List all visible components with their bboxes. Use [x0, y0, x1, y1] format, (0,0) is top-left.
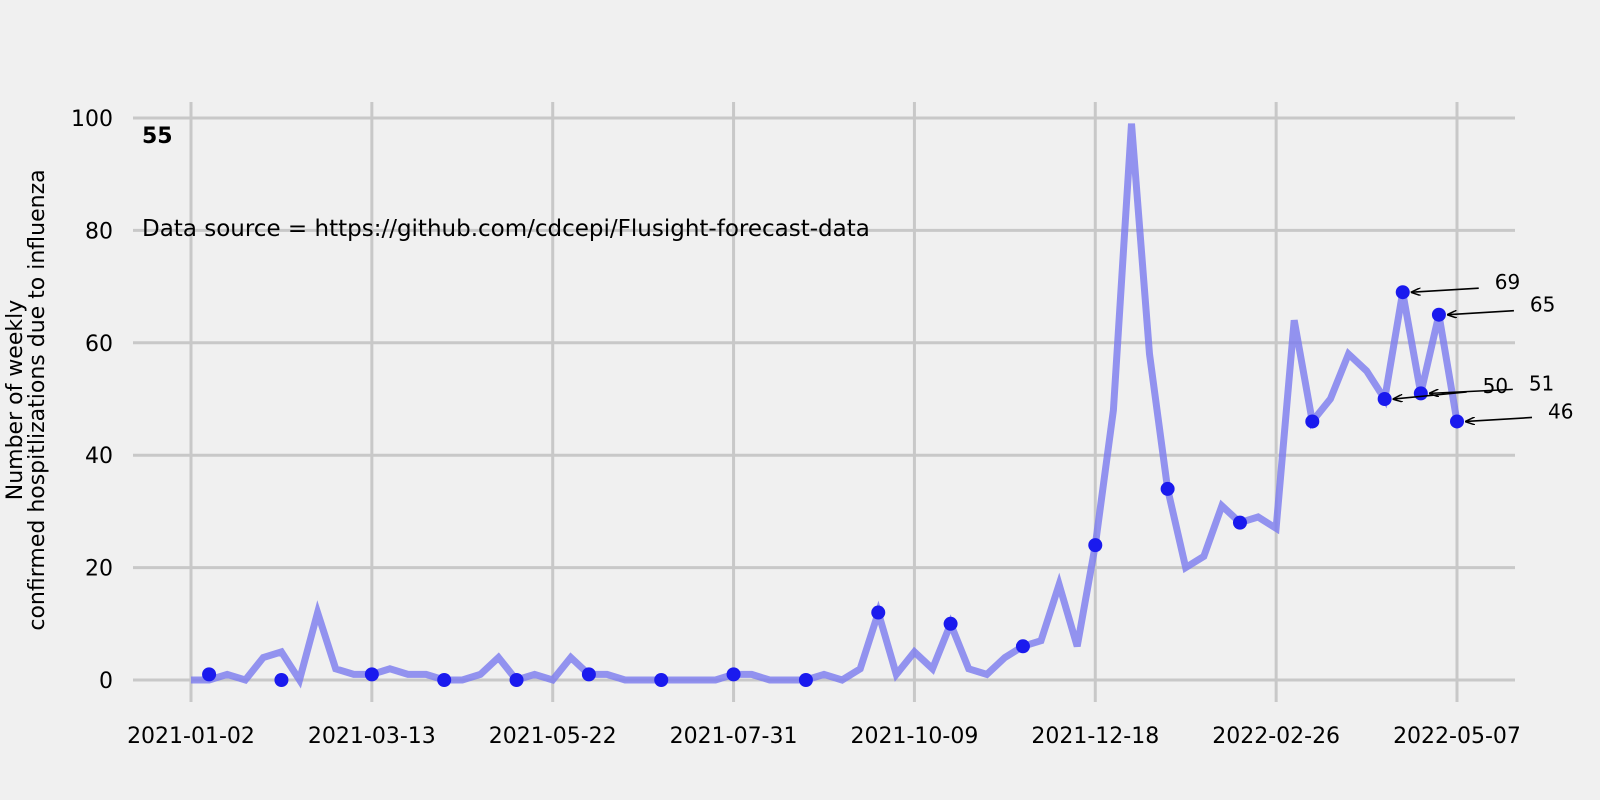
x-tick-label: 2022-02-26 [1212, 724, 1340, 749]
annotation-label: 50 [1483, 374, 1508, 398]
annotation-arrow [1430, 388, 1513, 393]
y-tick-label: 80 [85, 219, 113, 244]
data-source-note: Data source = https://github.com/cdcepi/… [142, 216, 870, 242]
data-point [1377, 392, 1392, 406]
data-point [726, 667, 741, 682]
x-tick-label: 2021-07-31 [670, 724, 798, 749]
data-point [437, 673, 452, 687]
annotation-arrow [1466, 416, 1533, 421]
y-tick-label: 20 [85, 557, 113, 582]
data-point [581, 667, 596, 682]
x-tick-label: 2021-03-13 [308, 724, 436, 749]
data-point [509, 673, 524, 687]
data-point [943, 616, 958, 631]
data-point [1413, 386, 1428, 401]
axes: 0 20 40 60 80 100 2021-01-02 2021-03-13 2021-05-… [71, 107, 1521, 749]
y-tick-label: 0 [99, 669, 113, 694]
y-tick-label: 100 [71, 107, 113, 132]
panel-id: 55 [142, 124, 173, 149]
series-line [191, 123, 1461, 689]
data-point [274, 673, 289, 687]
data-point [364, 667, 379, 682]
annotation-label: 69 [1495, 270, 1520, 294]
data-point [202, 667, 217, 682]
data-point [1305, 414, 1320, 429]
data-point [654, 673, 669, 687]
data-point [1232, 515, 1247, 530]
annotations: 50 69 51 65 46 [1394, 270, 1573, 423]
annotation-arrow [1448, 309, 1514, 315]
data-point [1431, 307, 1446, 322]
x-tick-label: 2021-10-09 [850, 724, 978, 749]
data-point [798, 673, 813, 687]
x-tick-label: 2021-05-22 [489, 724, 617, 749]
annotation-label: 51 [1529, 371, 1554, 395]
y-tick-label: 40 [85, 444, 113, 469]
x-tick-label: 2021-12-18 [1031, 724, 1159, 749]
y-axis-label-line1: Number of weekly [3, 300, 28, 501]
series-line-path [191, 123, 1461, 689]
annotation-label: 46 [1548, 399, 1573, 423]
annotation-arrow [1412, 287, 1479, 292]
data-point [871, 605, 886, 620]
point-markers [202, 285, 1464, 687]
data-point [1088, 538, 1103, 553]
y-axis-label-line2: confirmed hospitlizations due to influen… [25, 169, 50, 630]
x-tick-label: 2021-01-02 [127, 724, 255, 749]
annotation-label: 65 [1530, 293, 1555, 317]
data-point [1015, 639, 1030, 654]
data-point [1395, 285, 1410, 300]
data-point [1160, 481, 1175, 496]
y-tick-label: 60 [85, 332, 113, 357]
data-point [1450, 414, 1464, 429]
y-axis-title: Number of weekly confirmed hospitlizatio… [3, 169, 50, 630]
x-tick-label: 2022-05-07 [1393, 724, 1521, 749]
